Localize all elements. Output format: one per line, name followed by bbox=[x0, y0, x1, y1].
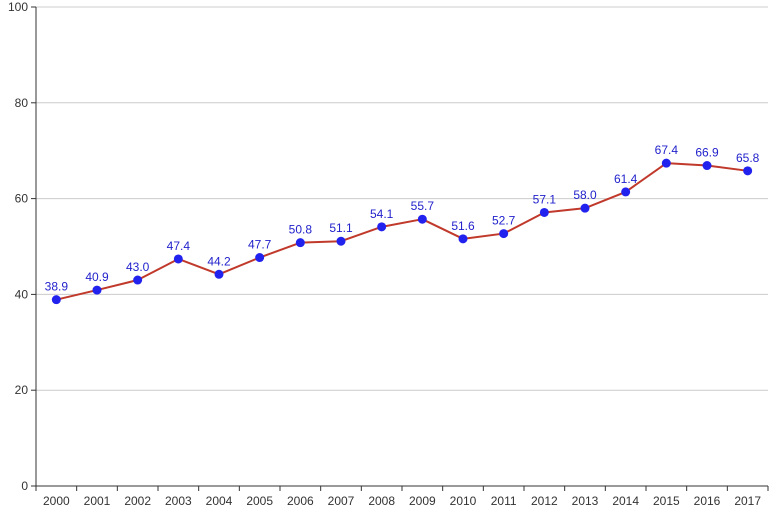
x-tick-label: 2005 bbox=[246, 494, 273, 508]
data-label: 54.1 bbox=[370, 207, 394, 221]
axes: 0 20 40 60 80 100 2000 2001 2002 2003 2004 2005 2006… bbox=[8, 0, 769, 508]
data-point bbox=[255, 253, 265, 263]
data-label: 47.4 bbox=[167, 239, 191, 253]
data-labels: 38.9 40.9 43.0 47.4 44.2 47.7 50.8 51.1 54.1 55.7… bbox=[45, 143, 760, 294]
data-point bbox=[702, 161, 712, 171]
x-tick-label: 2011 bbox=[491, 494, 517, 508]
x-tick-label: 2014 bbox=[612, 494, 639, 508]
data-label: 58.0 bbox=[573, 188, 597, 202]
data-point bbox=[539, 207, 549, 217]
data-point bbox=[336, 236, 346, 246]
data-label: 38.9 bbox=[45, 280, 69, 294]
data-point bbox=[499, 229, 509, 239]
data-point bbox=[377, 222, 387, 232]
x-tick-label: 2007 bbox=[328, 494, 355, 508]
data-label: 52.7 bbox=[492, 214, 516, 228]
y-tick-label: 100 bbox=[8, 0, 28, 14]
gridlines bbox=[36, 6, 768, 391]
data-label: 40.9 bbox=[85, 270, 109, 284]
data-label: 51.6 bbox=[451, 219, 475, 233]
x-tick-label: 2017 bbox=[734, 494, 761, 508]
x-tick-label: 2002 bbox=[124, 494, 151, 508]
data-point bbox=[580, 203, 590, 213]
data-point bbox=[417, 214, 427, 224]
x-tick-label: 2008 bbox=[368, 494, 395, 508]
x-tick-label: 2003 bbox=[165, 494, 192, 508]
y-tick-label: 60 bbox=[15, 192, 29, 206]
series-line bbox=[56, 162, 748, 301]
data-point bbox=[661, 158, 671, 168]
data-label: 43.0 bbox=[126, 260, 150, 274]
x-tick-label: 2015 bbox=[653, 494, 680, 508]
x-tick-label: 2012 bbox=[531, 494, 558, 508]
data-point bbox=[295, 238, 305, 248]
x-tick-label: 2009 bbox=[409, 494, 436, 508]
x-tick-label: 2010 bbox=[450, 494, 477, 508]
data-point bbox=[621, 187, 631, 197]
data-point bbox=[92, 285, 102, 295]
data-point bbox=[458, 234, 468, 244]
data-label: 66.9 bbox=[695, 146, 719, 160]
series-layer bbox=[51, 158, 753, 305]
data-label: 44.2 bbox=[207, 254, 231, 268]
y-tick-label: 20 bbox=[15, 383, 29, 397]
data-point bbox=[214, 269, 224, 279]
data-label: 65.8 bbox=[736, 151, 760, 165]
data-point bbox=[51, 295, 61, 305]
y-tick-label: 80 bbox=[15, 96, 29, 110]
x-tick-label: 2000 bbox=[43, 494, 70, 508]
data-label: 57.1 bbox=[533, 192, 557, 206]
x-tick-label: 2004 bbox=[206, 494, 233, 508]
y-tick-label: 0 bbox=[21, 479, 28, 493]
x-tick-label: 2006 bbox=[287, 494, 314, 508]
y-tick-label: 40 bbox=[15, 287, 29, 301]
data-label: 67.4 bbox=[655, 143, 679, 157]
data-point bbox=[173, 254, 183, 264]
data-label: 47.7 bbox=[248, 238, 272, 252]
data-label: 51.1 bbox=[329, 221, 353, 235]
data-point bbox=[133, 275, 143, 285]
data-label: 61.4 bbox=[614, 172, 638, 186]
data-label: 50.8 bbox=[289, 223, 313, 237]
x-tick-label: 2013 bbox=[572, 494, 599, 508]
data-point bbox=[743, 166, 753, 176]
data-label: 55.7 bbox=[411, 199, 435, 213]
x-tick-label: 2001 bbox=[84, 494, 111, 508]
x-tick-label: 2016 bbox=[694, 494, 721, 508]
